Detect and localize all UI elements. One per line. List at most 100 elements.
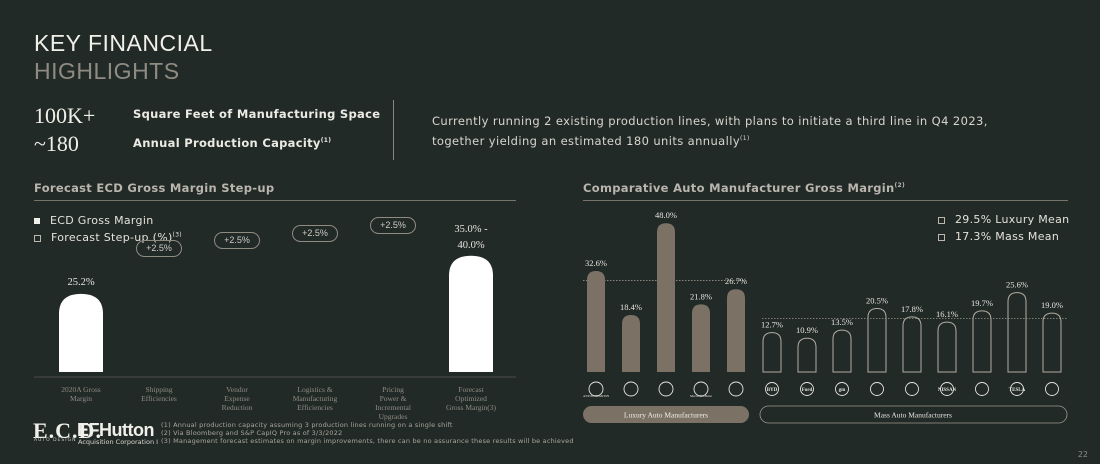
chart2-plot: 32.6% ASTON MARTIN 18.4% 48.0% 21.8% Mercedes… — [583, 210, 1068, 424]
efhutton-logo-subtitle: Acquisition Corporation I — [78, 438, 159, 446]
brand-logo-icon — [588, 381, 604, 397]
chart1-legend-ecd: ECD Gross Margin — [34, 214, 153, 227]
brand-logo-text: BYD — [767, 388, 778, 393]
data-label: 18.4% — [620, 302, 642, 312]
footnote-2: (2) Via Bloomberg and S&P CapIQ Pro as o… — [161, 429, 343, 437]
category-label: Pricing — [382, 385, 404, 394]
chart2-legend-luxury-mean: 29.5% Luxury Mean — [938, 213, 1069, 226]
data-label: 40.0% — [457, 240, 484, 251]
bar-luxury — [587, 270, 605, 372]
category-label: Margin — [70, 394, 92, 403]
stat-value-capacity: ~180 — [34, 131, 79, 156]
stepup-pill: +2.5% — [214, 232, 260, 250]
category-label: Optimized — [455, 394, 487, 403]
ecd-logo-subtitle: AUTO DESIGN — [34, 438, 77, 443]
data-label: 17.8% — [901, 304, 923, 314]
page-title-line2: HIGHLIGHTS — [34, 58, 180, 84]
chart2-legend-mass-mean: 17.3% Mass Mean — [938, 230, 1059, 243]
bar-ecd-gross-margin — [449, 255, 493, 372]
brand-logo-icon — [975, 382, 989, 396]
brand-logo-text: gm — [839, 388, 847, 393]
stepup-pill: +2.5% — [136, 240, 182, 258]
group-label-luxury: Luxury Auto Manufacturers — [624, 411, 708, 420]
data-label: 25.2% — [67, 277, 94, 288]
page-title-line1: KEY FINANCIAL — [34, 30, 213, 56]
data-label: 26.7% — [725, 276, 747, 286]
production-description: Currently running 2 existing production … — [432, 114, 988, 148]
brand-logo-icon — [693, 381, 709, 397]
category-label: Manufacturing — [293, 394, 338, 403]
brand-logo-icon — [870, 382, 884, 396]
category-label: Efficiencies — [141, 394, 177, 403]
brand-logo-icon — [835, 382, 849, 396]
stepup-pill: +2.5% — [370, 216, 416, 234]
legend-filled-square — [34, 218, 40, 224]
chart1-title: Forecast ECD Gross Margin Step-up — [34, 181, 275, 195]
chart2-title: Comparative Auto Manufacturer Gross Marg… — [583, 181, 906, 195]
bar-luxury — [657, 223, 675, 372]
legend-open-square — [938, 233, 945, 241]
data-label: 10.9% — [796, 325, 818, 335]
brand-logo-icon — [905, 382, 919, 396]
category-label: Shipping — [145, 385, 172, 394]
footnote-1: (1) Annual production capacity assuming … — [161, 421, 453, 429]
stepup-pill: +2.5% — [292, 224, 338, 242]
group-label-mass: Mass Auto Manufacturers — [874, 411, 952, 420]
stat-label-capacity: Annual Production Capacity(1) — [133, 136, 332, 150]
brand-logo-text: NISSAN — [938, 388, 957, 393]
brand-logo-icon — [728, 381, 744, 397]
data-label: 21.8% — [690, 291, 712, 301]
bar-mass — [972, 310, 992, 373]
category-label: Expense — [224, 394, 250, 403]
data-label: 13.5% — [831, 317, 853, 327]
bar-mass — [832, 329, 852, 373]
data-label: 12.7% — [761, 320, 783, 330]
stat-label-sqft: Square Feet of Manufacturing Space — [133, 107, 381, 121]
category-label: Logistics & — [297, 385, 332, 394]
bar-luxury — [622, 314, 640, 372]
data-label: 20.5% — [866, 295, 888, 305]
category-label: Gross Margin(3) — [446, 403, 497, 412]
bar-mass — [867, 307, 887, 373]
data-label: 19.7% — [971, 298, 993, 308]
legend-open-square — [34, 234, 41, 242]
footnotes: (1) Annual production capacity assuming … — [161, 421, 574, 445]
stat-value-sqft: 100K+ — [34, 103, 96, 128]
legend-open-square — [938, 216, 945, 224]
brand-logo-icon — [1010, 382, 1024, 396]
divider-vertical — [393, 100, 394, 160]
bar-luxury — [692, 304, 710, 372]
brand-logo-icon — [940, 382, 954, 396]
brand-logo-icon — [658, 381, 674, 397]
brand-logo-text: Ford — [802, 388, 813, 393]
bar-mass — [937, 321, 957, 373]
chart1-title-rule — [34, 200, 516, 201]
bar-mass — [902, 316, 922, 373]
data-label: 35.0% - — [454, 224, 488, 235]
brand-logo-icon — [765, 382, 779, 396]
group-pill-mass — [759, 405, 1068, 424]
bar-mass — [797, 337, 817, 373]
brand-logo-text: Mercedes-Benz — [690, 394, 712, 398]
footnote-3: (3) Management forecast estimates on mar… — [161, 437, 574, 445]
ecd-logo: E.C.D. — [33, 418, 102, 443]
data-label: 25.6% — [1006, 280, 1028, 290]
category-label: Reduction — [222, 403, 253, 412]
bar-mass — [1007, 292, 1027, 373]
page-number: 22 — [1077, 450, 1088, 459]
brand-logo-text: ASTON MARTIN — [583, 394, 610, 398]
bar-mass — [1042, 312, 1062, 373]
data-label: 48.0% — [655, 210, 677, 220]
chart1-plot: 25.2%2020A GrossMarginShippingEfficienci… — [34, 224, 516, 421]
bar-ecd-gross-margin — [59, 293, 103, 372]
category-label: Incremental — [375, 403, 411, 412]
data-label: 32.6% — [585, 258, 607, 268]
group-pill-luxury — [583, 406, 749, 423]
category-label: Efficiencies — [297, 403, 333, 412]
category-label: Upgrades — [379, 412, 408, 421]
category-label: Power & — [380, 394, 407, 403]
chart2-title-rule — [583, 200, 1068, 201]
brand-logo-text: TESLA — [1009, 388, 1026, 393]
data-label: 19.0% — [1041, 300, 1063, 310]
